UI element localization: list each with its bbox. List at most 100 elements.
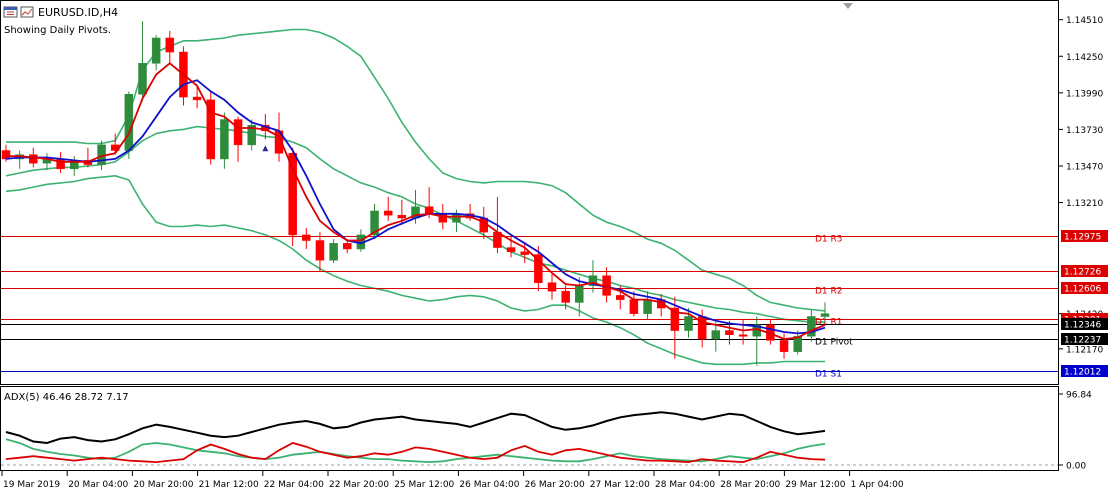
- candle-body: [383, 210, 393, 216]
- candle: [547, 274, 557, 300]
- adx-lines: [5, 411, 826, 464]
- price-tick-label: 1.13990: [1066, 89, 1103, 99]
- price-tag-box: [1061, 365, 1108, 377]
- bollinger-lower-line: [5, 174, 825, 366]
- candle-body: [151, 37, 161, 64]
- candle-body: [807, 316, 816, 337]
- candle: [588, 260, 598, 293]
- adx-minus-di-line: [5, 442, 826, 464]
- price-tick-label: 1.12170: [1066, 345, 1103, 355]
- pivot-price-tags: 1.129751.127261.126061.123811.123461.122…: [1061, 230, 1108, 378]
- candle-body: [520, 251, 529, 255]
- candle: [165, 30, 175, 64]
- price-tag-label: 1.12012: [1064, 368, 1101, 378]
- time-tick-label: 21 Mar 12:00: [199, 480, 259, 490]
- candle: [820, 302, 830, 323]
- candle-body: [165, 37, 175, 53]
- candle-body: [397, 214, 407, 219]
- candle-body: [220, 119, 229, 160]
- candle-body: [233, 119, 243, 146]
- time-tick-label: 26 Mar 20:00: [525, 480, 585, 490]
- candle-body: [670, 307, 680, 331]
- candle-body: [138, 63, 147, 95]
- price-tag-box: [1061, 230, 1108, 242]
- candle: [383, 196, 393, 221]
- candle-body: [684, 316, 693, 331]
- shift-marker-icon[interactable]: [843, 3, 853, 9]
- adx-panel[interactable]: ADX(5) 46.46 28.72 7.17 96.84 0.00: [0, 386, 1093, 472]
- price-tag-box: [1061, 282, 1108, 294]
- time-tick-label: 29 Mar 12:00: [785, 480, 845, 490]
- candle: [151, 35, 161, 71]
- candlesticks: [1, 21, 830, 366]
- candle-body: [370, 210, 379, 236]
- candle: [793, 330, 802, 355]
- price-tag-box: [1061, 265, 1108, 277]
- candle-body: [247, 124, 256, 146]
- candle: [725, 320, 734, 345]
- price-tag-label: 1.12726: [1064, 268, 1101, 278]
- candle: [233, 116, 243, 162]
- chart-header: EURUSD.ID,H4 Showing Daily Pivots.: [3, 3, 853, 36]
- pivot-name-6: D1 S1: [815, 370, 842, 380]
- candle-body: [29, 154, 38, 164]
- candle: [370, 203, 379, 240]
- candle-body: [438, 213, 448, 223]
- adx-main-line: [5, 411, 826, 445]
- candle-body: [452, 213, 461, 223]
- candle: [138, 21, 147, 102]
- candle-body: [192, 96, 202, 101]
- candle-body: [288, 153, 297, 236]
- candle-body: [1, 150, 11, 160]
- time-tick-label: 26 Mar 04:00: [459, 480, 519, 490]
- candle: [738, 319, 748, 345]
- fast-ma-line: [6, 62, 826, 340]
- price-axis: 1.14510 1.14250 1.13990 1.13730 1.13470 1.132…: [1058, 16, 1103, 355]
- candle-body: [629, 299, 639, 314]
- candle-body: [561, 290, 570, 303]
- time-tick-label: 27 Mar 12:00: [590, 480, 650, 490]
- adx-tick-label: 0.00: [1066, 462, 1086, 472]
- time-tick-label: 20 Mar 04:00: [68, 480, 128, 490]
- time-tick-label: 1 Apr 04:00: [851, 480, 904, 490]
- candle-body: [779, 340, 789, 352]
- candle: [206, 91, 215, 165]
- candle-body: [588, 275, 598, 286]
- candle: [506, 234, 516, 258]
- price-tick-label: 1.13210: [1066, 199, 1103, 209]
- candle-body: [124, 93, 134, 151]
- price-tick-label: 1.13730: [1066, 126, 1103, 136]
- price-tag-box: [1061, 333, 1108, 345]
- signal-arrow-icon: [262, 145, 269, 152]
- candle: [1, 144, 11, 162]
- candle-body: [738, 334, 748, 337]
- symbol-title: EURUSD.ID,H4: [38, 6, 118, 19]
- pivot-subtitle: Showing Daily Pivots.: [4, 25, 111, 36]
- price-tag-label: 1.12237: [1064, 336, 1101, 346]
- candle: [315, 232, 325, 272]
- candle-body: [643, 299, 652, 314]
- price-tag-box: [1061, 318, 1108, 330]
- price-tag-label: 1.12346: [1064, 321, 1101, 331]
- time-tick-label: 28 Mar 04:00: [655, 480, 715, 490]
- time-tick-label: 22 Mar 04:00: [264, 480, 324, 490]
- price-tag-label: 1.12975: [1064, 233, 1101, 243]
- candle-body: [793, 335, 802, 352]
- candle: [779, 333, 789, 359]
- candle-body: [820, 313, 830, 317]
- candle-body: [547, 282, 557, 292]
- candle: [520, 241, 529, 264]
- pivot-name-3: D1 R1: [815, 318, 843, 328]
- candle-body: [725, 330, 734, 336]
- candle: [220, 112, 229, 169]
- candle-body: [506, 247, 516, 253]
- price-tick-label: 1.14510: [1066, 16, 1103, 26]
- candle: [807, 309, 816, 342]
- pivot-name-0: D1 R3: [815, 235, 843, 245]
- candle-body: [206, 99, 215, 160]
- time-axis: 19 Mar 2019 20 Mar 04:00 20 Mar 20:00 21 Ma…: [1, 471, 904, 490]
- time-tick-label: 25 Mar 12:00: [394, 480, 454, 490]
- candle-body: [711, 330, 721, 340]
